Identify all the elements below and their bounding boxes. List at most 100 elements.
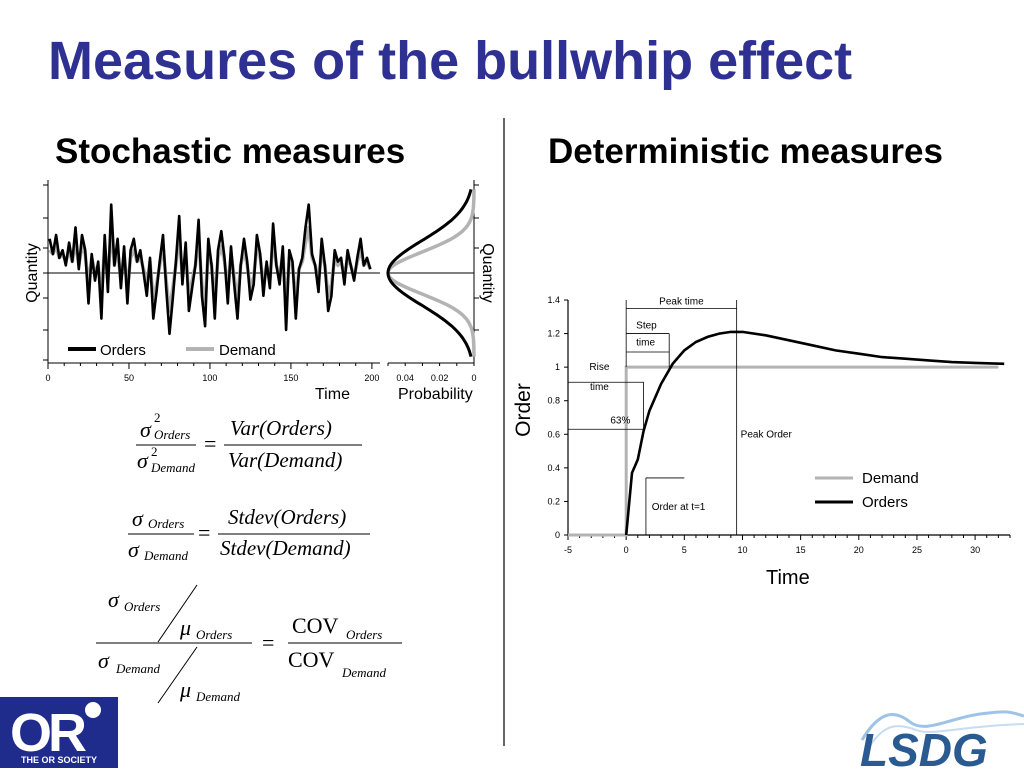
sigma-orders-symbol: σ bbox=[108, 587, 120, 612]
y-tick-label: 1.4 bbox=[547, 295, 560, 305]
stdev-demand-text: Stdev(Demand) bbox=[220, 536, 351, 560]
x-axis-label-time: Time bbox=[766, 567, 810, 589]
deterministic-tick-labels: 0 0.2 0.4 0.6 0.8 1 1.2 1.4 -5 0 5 10 15 20 25 30 bbox=[547, 295, 980, 555]
slide-title: Measures of the bullwhip effect bbox=[48, 31, 853, 91]
demand-subscript: Demand bbox=[115, 661, 161, 676]
demand-subscript: Demand bbox=[143, 548, 189, 563]
sigma-orders-symbol: σ bbox=[140, 417, 152, 442]
x-tick-label: 20 bbox=[854, 545, 864, 555]
equals-sign: = bbox=[198, 520, 210, 545]
variance-superscript-den: 2 bbox=[151, 444, 158, 459]
peak-order-label: Peak Order bbox=[741, 430, 793, 441]
lsdg-logo: LSDG bbox=[860, 710, 1024, 768]
logo-wave bbox=[869, 723, 1024, 747]
slash-line bbox=[157, 584, 198, 643]
cov-symbol: COV bbox=[288, 647, 335, 672]
formula-block: σ 2 Orders σ 2 Demand = Var(Orders) Var(… bbox=[96, 410, 402, 704]
x-tick-label: 50 bbox=[124, 373, 134, 383]
order-t1-label: Order at t=1 bbox=[652, 502, 706, 513]
y-axis-label-order: Order bbox=[512, 383, 535, 437]
x-tick-label: 30 bbox=[970, 545, 980, 555]
or-society-mark: OR THE OR SOCIETY bbox=[10, 702, 101, 765]
x-tick-label: 15 bbox=[796, 545, 806, 555]
y-axis-label-quantity-left: Quantity bbox=[24, 243, 41, 303]
sixty-three-label: 63% bbox=[610, 415, 630, 426]
step-time-label-2: time bbox=[636, 337, 655, 348]
series-demand-line bbox=[568, 365, 999, 537]
step-time-label: Step bbox=[636, 321, 657, 332]
orders-subscript: Orders bbox=[196, 627, 232, 642]
y-axis-label-quantity-right: Quantity bbox=[479, 243, 496, 303]
peak-time-label: Peak time bbox=[659, 296, 704, 307]
demand-subscript: Demand bbox=[341, 665, 387, 680]
logo-dot bbox=[85, 702, 101, 718]
x-tick-label: 100 bbox=[202, 373, 217, 383]
x-tick-label: -5 bbox=[564, 545, 572, 555]
rise-time-label: Rise bbox=[589, 362, 609, 373]
mu-demand-symbol: μ bbox=[179, 677, 191, 702]
deterministic-annotations: Peak time Step time Rise time 63% Peak Order Or… bbox=[568, 296, 792, 535]
legend-demand-label: Demand bbox=[862, 470, 919, 487]
sigma-orders-symbol: σ bbox=[132, 506, 144, 531]
cov-ratio-formula: σ Orders μ Orders σ Demand μ Demand = CO… bbox=[96, 584, 402, 704]
stochastic-tick-labels: 0 50 100 150 200 0.04 0.02 0 bbox=[45, 373, 476, 383]
or-logo-mark: OR bbox=[10, 703, 86, 763]
x-tick-label: 150 bbox=[283, 373, 298, 383]
prob-tick-label: 0.02 bbox=[431, 373, 449, 383]
sigma-demand-symbol: σ bbox=[137, 448, 149, 473]
sigma-demand-symbol: σ bbox=[128, 537, 140, 562]
rise-time-label-2: time bbox=[590, 382, 609, 393]
variance-superscript-num: 2 bbox=[154, 410, 161, 425]
stdev-orders-text: Stdev(Orders) bbox=[228, 505, 346, 529]
or-society-logo: OR THE OR SOCIETY bbox=[0, 697, 118, 768]
stochastic-legend: Orders Demand bbox=[68, 342, 276, 359]
stdev-ratio-formula: σ Orders σ Demand = Stdev(Orders) Stdev(… bbox=[128, 505, 370, 563]
var-orders-text: Var(Orders) bbox=[230, 416, 332, 440]
y-tick-label: 0 bbox=[555, 530, 560, 540]
series-orders-line bbox=[48, 203, 372, 336]
orders-subscript: Orders bbox=[154, 427, 190, 442]
deterministic-heading: Deterministic measures bbox=[548, 132, 943, 171]
demand-subscript: Demand bbox=[150, 460, 196, 475]
logo-wave bbox=[860, 710, 1024, 741]
cov-symbol: COV bbox=[292, 613, 339, 638]
stochastic-heading: Stochastic measures bbox=[55, 132, 406, 171]
stochastic-chart: 0 50 100 150 200 0.04 0.02 0 Orders Demand Time… bbox=[24, 180, 496, 403]
y-tick-label: 0.2 bbox=[547, 496, 560, 506]
or-logo-caption: THE OR SOCIETY bbox=[21, 755, 97, 765]
probability-panel bbox=[386, 180, 479, 366]
prob-tick-label: 0 bbox=[471, 373, 476, 383]
legend-orders-label: Orders bbox=[100, 342, 146, 359]
y-tick-label: 1 bbox=[555, 362, 560, 372]
x-axis-label-probability: Probability bbox=[398, 386, 473, 403]
x-tick-label: 0 bbox=[45, 373, 50, 383]
variance-ratio-formula: σ 2 Orders σ 2 Demand = Var(Orders) Var(… bbox=[136, 410, 362, 475]
x-tick-label: 10 bbox=[737, 545, 747, 555]
lsdg-logo-text: LSDG bbox=[860, 724, 988, 768]
y-tick-label: 1.2 bbox=[547, 329, 560, 339]
mu-orders-symbol: μ bbox=[179, 615, 191, 640]
legend-orders-label: Orders bbox=[862, 494, 908, 511]
x-tick-label: 0 bbox=[624, 545, 629, 555]
density-orders-curve bbox=[386, 188, 473, 358]
deterministic-chart: Peak time Step time Rise time 63% Peak Order Or… bbox=[512, 295, 1011, 589]
slash-line bbox=[157, 646, 198, 704]
x-axis-label-time: Time bbox=[315, 386, 350, 403]
y-tick-label: 0.8 bbox=[547, 396, 560, 406]
sigma-demand-symbol: σ bbox=[98, 648, 110, 673]
deterministic-legend: Demand Orders bbox=[815, 470, 919, 511]
var-demand-text: Var(Demand) bbox=[228, 448, 342, 472]
stochastic-orders-series bbox=[48, 203, 372, 336]
y-tick-label: 0.4 bbox=[547, 463, 560, 473]
orders-subscript: Orders bbox=[346, 627, 382, 642]
orders-subscript: Orders bbox=[124, 599, 160, 614]
orders-subscript: Orders bbox=[148, 516, 184, 531]
x-tick-label: 200 bbox=[364, 373, 379, 383]
equals-sign: = bbox=[262, 630, 274, 655]
legend-demand-label: Demand bbox=[219, 342, 276, 359]
y-tick-label: 0.6 bbox=[547, 429, 560, 439]
deterministic-axes bbox=[564, 299, 1011, 540]
prob-tick-label: 0.04 bbox=[396, 373, 414, 383]
column-divider bbox=[503, 118, 505, 746]
demand-subscript: Demand bbox=[195, 689, 241, 704]
